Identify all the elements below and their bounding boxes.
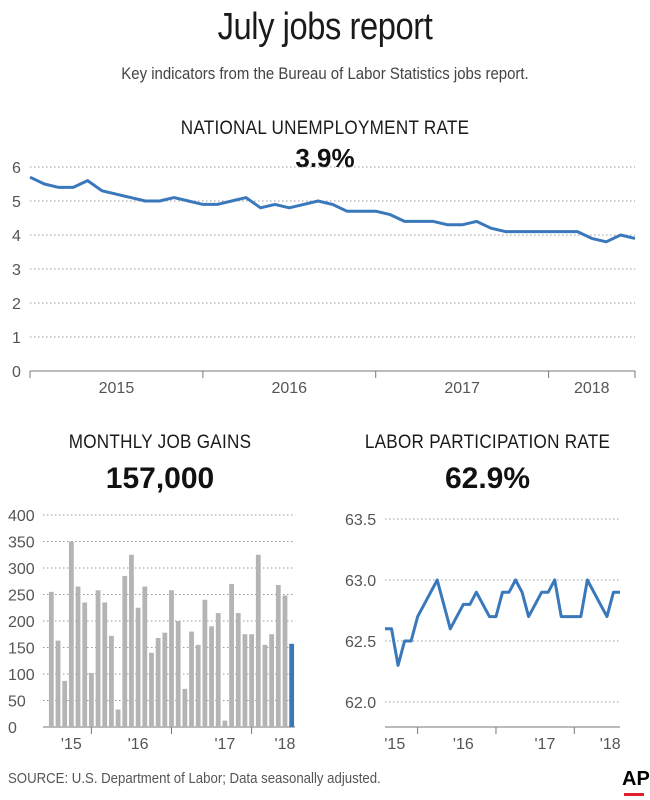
participation-line xyxy=(385,578,620,667)
job-gains-bar xyxy=(235,613,241,727)
participation-y-tick: 63.5 xyxy=(345,512,376,529)
unemployment-y-tick: 2 xyxy=(12,296,21,313)
unemployment-value: 3.9% xyxy=(295,143,355,173)
job-gains-bar xyxy=(255,554,261,727)
page-title: July jobs report xyxy=(217,6,433,48)
job-gains-bar xyxy=(75,586,81,727)
job-gains-bar xyxy=(249,634,255,727)
unemployment-y-tick: 5 xyxy=(12,194,21,211)
participation-heading: LABOR PARTICIPATION RATE xyxy=(364,432,611,453)
job-gains-bar xyxy=(115,709,121,727)
job-gains-bar xyxy=(55,640,61,727)
job-gains-bar xyxy=(122,575,128,727)
job-gains-y-tick: 250 xyxy=(8,588,35,605)
job-gains-bar xyxy=(269,634,275,727)
job-gains-x-tick: '17 xyxy=(214,736,235,753)
unemployment-x-tick: 2017 xyxy=(444,380,480,397)
participation-x-tick: '17 xyxy=(535,736,556,753)
participation-x-tick: '18 xyxy=(600,736,621,753)
ap-logo: AP xyxy=(622,768,650,790)
job-gains-bar xyxy=(282,595,288,727)
unemployment-y-tick: 6 xyxy=(12,160,21,177)
job-gains-bar xyxy=(155,637,161,727)
job-gains-bar xyxy=(202,599,208,727)
job-gains-bar xyxy=(62,680,68,727)
job-gains-y-tick: 300 xyxy=(8,561,35,578)
job-gains-bar xyxy=(262,644,268,727)
job-gains-bar xyxy=(82,602,88,727)
job-gains-bar xyxy=(129,554,134,727)
job-gains-bar xyxy=(102,602,108,727)
page-subtitle: Key indicators from the Bureau of Labor … xyxy=(121,64,529,83)
job-gains-y-tick: 200 xyxy=(8,614,35,631)
ap-logo-underline xyxy=(624,793,644,796)
job-gains-y-tick: 0 xyxy=(8,720,17,737)
unemployment-heading: NATIONAL UNEMPLOYMENT RATE xyxy=(180,118,470,139)
job-gains-x-tick: '15 xyxy=(61,736,82,753)
unemployment-y-tick: 1 xyxy=(12,330,21,347)
job-gains-bar xyxy=(195,644,201,727)
job-gains-y-tick: 400 xyxy=(8,508,35,525)
participation-y-tick: 62.0 xyxy=(345,695,376,712)
job-gains-bar xyxy=(189,631,194,727)
job-gains-bar xyxy=(149,652,154,727)
job-gains-bar xyxy=(275,584,281,727)
job-gains-bar xyxy=(95,590,101,727)
job-gains-bar xyxy=(109,635,114,727)
job-gains-bar xyxy=(88,672,94,727)
job-gains-bar xyxy=(222,720,228,727)
job-gains-bar xyxy=(242,634,248,727)
participation-y-tick: 63.0 xyxy=(345,573,376,590)
unemployment-x-tick: 2015 xyxy=(99,380,135,397)
job-gains-bar xyxy=(135,607,141,727)
participation-x-tick: '16 xyxy=(453,736,474,753)
job-gains-bar xyxy=(162,632,168,727)
job-gains-bar xyxy=(68,541,74,727)
job-gains-bar xyxy=(229,583,234,727)
job-gains-y-tick: 100 xyxy=(8,667,35,684)
unemployment-y-tick: 3 xyxy=(12,262,21,279)
job-gains-x-tick: '18 xyxy=(275,736,296,753)
participation-value: 62.9% xyxy=(444,462,531,495)
job-gains-y-tick: 50 xyxy=(8,694,26,711)
job-gains-bar xyxy=(182,688,188,727)
job-gains-bar xyxy=(175,621,181,727)
job-gains-bar xyxy=(48,591,54,727)
job-gains-heading: MONTHLY JOB GAINS xyxy=(68,432,252,453)
participation-x-tick: '15 xyxy=(384,736,405,753)
source-note: SOURCE: U.S. Department of Labor; Data s… xyxy=(8,770,381,787)
unemployment-line xyxy=(29,175,636,244)
job-gains-bar xyxy=(215,613,221,727)
job-gains-bar-latest xyxy=(289,643,295,727)
job-gains-x-tick: '16 xyxy=(128,736,149,753)
job-gains-bar xyxy=(209,626,214,727)
job-gains-y-tick: 150 xyxy=(8,641,35,658)
job-gains-y-tick: 350 xyxy=(8,535,35,552)
job-gains-bar xyxy=(169,590,174,727)
job-gains-value: 157,000 xyxy=(105,462,215,495)
unemployment-y-tick: 4 xyxy=(12,228,21,245)
unemployment-x-tick: 2016 xyxy=(271,380,307,397)
unemployment-y-tick: 0 xyxy=(12,364,21,381)
job-gains-bar xyxy=(142,586,148,727)
participation-y-tick: 62.5 xyxy=(345,634,376,651)
unemployment-x-tick: 2018 xyxy=(574,380,610,397)
